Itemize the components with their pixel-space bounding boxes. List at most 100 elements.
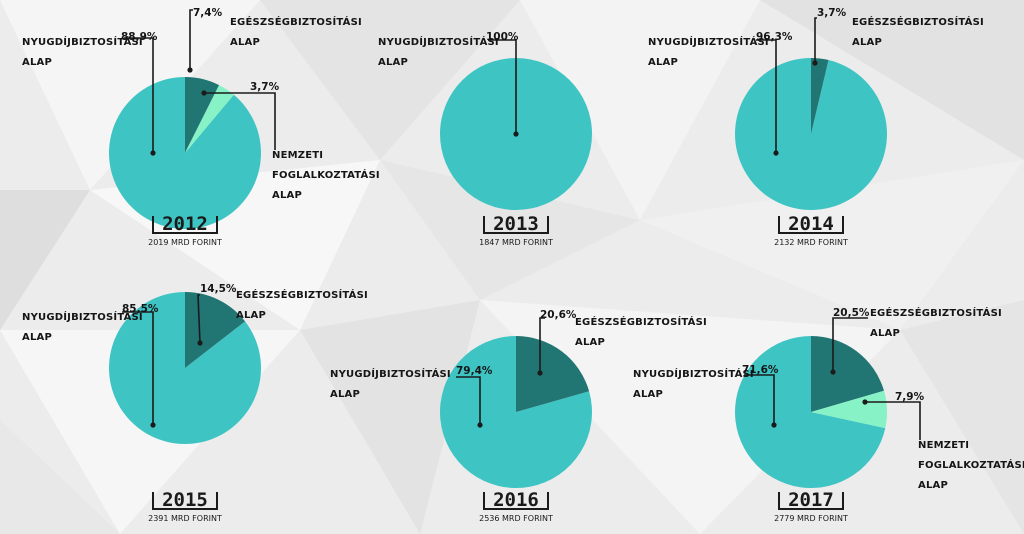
slice-label: EGÉSZSÉGBIZTOSÍTÁSI <box>236 288 368 301</box>
slice-percent: 20,5% <box>833 307 870 319</box>
slice-label: EGÉSZSÉGBIZTOSÍTÁSI <box>852 15 984 28</box>
slice-nemzeti <box>185 85 234 153</box>
slice-label: NEMZETI <box>272 150 323 161</box>
year-bracket <box>778 492 844 510</box>
slice-label: ALAP <box>575 337 605 348</box>
slice-label: FOGLALKOZTATÁSI <box>272 168 380 181</box>
pie-chart-2016: 79,4% NYUGDÍJBIZTOSÍTÁSI ALAP 20,6%EGÉSZSÉG… <box>330 309 707 523</box>
leader-line <box>124 37 154 153</box>
leader-line <box>189 9 193 70</box>
leader-line <box>814 17 817 63</box>
chart-total: 2536 MRD FORINT <box>479 514 553 523</box>
slice-nemzeti <box>811 390 887 429</box>
slice-label: ALAP <box>22 332 52 343</box>
leader-line <box>204 92 276 150</box>
leader-line <box>197 294 201 344</box>
slice-nyugdij <box>108 77 261 229</box>
leader-dot <box>771 422 777 428</box>
slice-egeszseg <box>811 58 829 134</box>
slice-label: ALAP <box>648 57 678 68</box>
leader-dot <box>830 369 836 375</box>
year-bracket <box>152 492 218 510</box>
slice-label: EGÉSZSÉGBIZTOSÍTÁSI <box>575 315 707 328</box>
leader-line <box>744 374 775 425</box>
leader-line <box>122 311 154 425</box>
slice-label: ALAP <box>852 37 882 48</box>
leader-dot <box>150 422 156 428</box>
slice-nyugdij <box>735 336 886 488</box>
year-bracket <box>152 216 218 234</box>
slice-egeszseg <box>811 336 884 412</box>
leader-line <box>488 39 517 134</box>
slice-label: ALAP <box>633 389 663 400</box>
slice-egeszseg <box>185 77 220 153</box>
leader-line <box>865 401 921 440</box>
leader-line <box>756 39 777 153</box>
slice-percent: 14,5% <box>200 283 237 295</box>
slice-label: FOGLALKOZTATÁSI <box>918 458 1024 471</box>
slice-label: NYUGDÍJBIZTOSÍTÁSI <box>633 367 754 380</box>
slice-percent: 96,3% <box>756 31 793 43</box>
slice-label: NYUGDÍJBIZTOSÍTÁSI <box>648 35 769 48</box>
year-bracket <box>483 492 549 510</box>
slice-label: NEMZETI <box>918 440 969 451</box>
slice-percent: 3,7% <box>817 7 847 19</box>
leader-line <box>456 376 481 425</box>
chart-total: 1847 MRD FORINT <box>479 238 553 247</box>
slice-percent: 88,9% <box>121 31 158 43</box>
slice-percent: 71,6% <box>742 364 779 376</box>
slice-label: NYUGDÍJBIZTOSÍTÁSI <box>22 310 143 323</box>
leader-dot <box>862 399 868 405</box>
slice-label: ALAP <box>378 57 408 68</box>
chart-year: 2015 <box>162 489 208 511</box>
pie-chart-2012: 88,9%NYUGDÍJBIZTOSÍTÁSI ALAP 7,4% EGÉSZSÉGB… <box>22 7 380 247</box>
slice-label: ALAP <box>330 389 360 400</box>
slice-egeszseg <box>516 336 590 412</box>
pie-chart-2014: 96,3%NYUGDÍJBIZTOSÍTÁSI ALAP 3,7% EGÉSZSÉGB… <box>648 7 984 247</box>
year-bracket <box>778 216 844 234</box>
slice-percent: 3,7% <box>250 81 280 93</box>
chart-total: 2132 MRD FORINT <box>774 238 848 247</box>
slice-label: EGÉSZSÉGBIZTOSÍTÁSI <box>870 306 1002 319</box>
chart-year: 2016 <box>493 489 539 511</box>
leader-dot <box>187 67 193 73</box>
slice-label: ALAP <box>870 328 900 339</box>
slice-percent: 85,5% <box>122 303 159 315</box>
slice-label: NYUGDÍJBIZTOSÍTÁSI <box>330 367 451 380</box>
slice-label: ALAP <box>272 190 302 201</box>
leader-line <box>832 317 868 372</box>
chart-year: 2013 <box>493 213 539 235</box>
slice-percent: 20,6% <box>540 309 577 321</box>
leader-dot <box>812 60 818 66</box>
year-bracket <box>483 216 549 234</box>
chart-total: 2779 MRD FORINT <box>774 514 848 523</box>
chart-year: 2012 <box>162 213 208 235</box>
slice-nyugdij <box>109 292 262 444</box>
slice-nyugdij <box>734 58 887 210</box>
pie-chart-2013: 100%NYUGDÍJBIZTOSÍTÁSI ALAP 2013 1847 MRD F… <box>378 31 592 247</box>
leader-line <box>539 317 545 373</box>
chart-year: 2014 <box>788 213 834 235</box>
slice-label: NYUGDÍJBIZTOSÍTÁSI <box>378 35 499 48</box>
slice-egeszseg <box>185 292 246 368</box>
slice-label: ALAP <box>918 480 948 491</box>
leader-dot <box>537 370 543 376</box>
slice-label: ALAP <box>230 37 260 48</box>
slice-percent: 7,9% <box>895 391 925 403</box>
leader-dot <box>201 90 207 96</box>
slice-percent: 79,4% <box>456 365 493 377</box>
slice-label: EGÉSZSÉGBIZTOSÍTÁSI <box>230 15 362 28</box>
leader-dot <box>150 150 156 156</box>
slice-label: ALAP <box>22 57 52 68</box>
chart-year: 2017 <box>788 489 834 511</box>
leader-dot <box>477 422 483 428</box>
pie-chart-2015: 85,5%NYUGDÍJBIZTOSÍTÁSI ALAP 14,5%EGÉSZSÉG… <box>22 283 368 523</box>
slice-label: ALAP <box>236 310 266 321</box>
slice-percent: 7,4% <box>193 7 223 19</box>
slice-label: NYUGDÍJBIZTOSÍTÁSI <box>22 35 143 48</box>
chart-total: 2019 MRD FORINT <box>148 238 222 247</box>
leader-dot <box>197 340 203 346</box>
chart-total: 2391 MRD FORINT <box>148 514 222 523</box>
